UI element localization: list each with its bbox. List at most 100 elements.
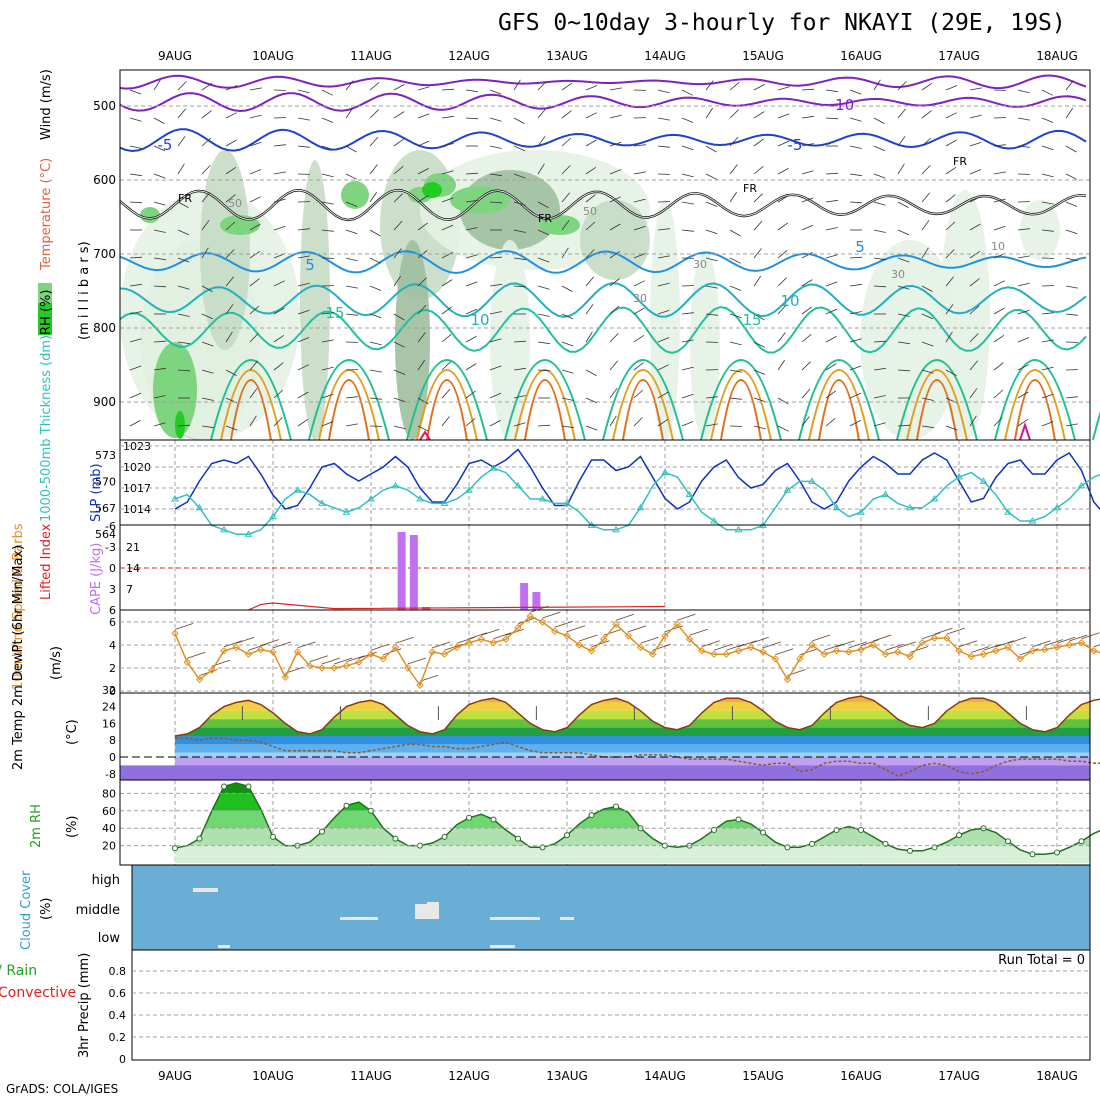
lifted-tick-label: 0: [109, 562, 116, 575]
contour-label: FR: [538, 212, 552, 225]
rh-tick-label: 20: [102, 840, 116, 853]
rh-marker: [565, 833, 570, 838]
surface-wind-barb: [579, 635, 597, 641]
temp-contour-dome: [1093, 360, 1100, 440]
contour-label: 30: [633, 292, 647, 305]
temp-tick-label: 16: [102, 717, 116, 730]
rh-marker: [442, 834, 447, 839]
surface-wind-barb: [996, 641, 1014, 647]
rh-marker: [761, 830, 766, 835]
cape-tick-label: 14: [126, 562, 140, 575]
rh-band: [120, 846, 1090, 863]
contour-label: FR: [178, 192, 192, 205]
contour-label: 5: [855, 238, 865, 256]
cloud-unit-label: (%): [39, 898, 54, 921]
date-label-bottom: 13AUG: [546, 1069, 588, 1083]
surface-wind-barb: [543, 612, 561, 618]
cloud-cover-bar: [193, 888, 218, 892]
rh-marker: [908, 848, 913, 853]
surface-wind-barb: [567, 626, 585, 632]
wind-tick-label: 6: [109, 616, 116, 629]
rh-marker: [957, 833, 962, 838]
surface-wind-barb: [751, 637, 769, 643]
surface-wind-barb: [224, 641, 242, 647]
surface-wind-barb: [236, 637, 254, 643]
cloud-cover-bar: [560, 917, 574, 920]
surface-wind-barb: [641, 637, 659, 643]
cloud-axis-label: Cloud Cover: [19, 870, 34, 950]
date-label-bottom: 11AUG: [350, 1069, 392, 1083]
temp-tick-label: 24: [102, 701, 116, 714]
lifted-tick-label: -3: [105, 541, 116, 554]
cloud-tick-label: middle: [76, 903, 120, 918]
surface-wind-barb: [959, 641, 977, 647]
lifted-index-line: [249, 603, 666, 610]
pressure-tick-label: 800: [93, 321, 116, 335]
cloud-cover-bar: [490, 945, 515, 948]
contour-label: 10: [780, 292, 799, 310]
rh-marker: [736, 817, 741, 822]
surface-wind-barb: [702, 641, 720, 647]
temperature-unit-label: (°C): [65, 719, 80, 745]
pressure-tick-label: 900: [93, 395, 116, 409]
date-label-top: 14AUG: [644, 49, 686, 63]
rh-marker: [173, 846, 178, 851]
surface-wind-barb: [396, 637, 414, 643]
date-label-top: 15AUG: [742, 49, 784, 63]
rh2m-axis-label: 2m RH: [29, 804, 44, 848]
surface-wind-barb: [1094, 641, 1100, 647]
cloud-cover-bar: [490, 917, 540, 920]
wind-tick-label: 4: [109, 639, 116, 652]
contour-label: 15: [325, 304, 344, 322]
surface-wind-barb: [1020, 649, 1038, 655]
surface-wind-barb: [432, 642, 450, 648]
temperature-axis-label: Temperature (°C): [39, 158, 54, 271]
rh-contour-area: [650, 200, 680, 440]
rh-marker: [516, 836, 521, 841]
cloud-tick-label: low: [98, 931, 121, 946]
contour-label: 15: [742, 311, 761, 329]
rh-tick-label: 80: [102, 787, 116, 800]
temperature-axis-label: 2m Temp 2m DewPt (6hr Min/Max): [11, 545, 26, 770]
lifted-tick-label: 3: [109, 583, 116, 596]
date-label-bottom: 9AUG: [158, 1069, 192, 1083]
rh-tick-label: 40: [102, 822, 116, 835]
cape-tick-label: 7: [126, 583, 133, 596]
precip-tick-label: 0.4: [109, 1009, 127, 1022]
precip-tick-label: 0.2: [109, 1031, 127, 1044]
contour-label: -10: [830, 96, 855, 114]
run-total-label: Run Total = 0: [998, 953, 1085, 968]
rh-contour-area: [690, 250, 720, 440]
pressure-axis-label: (m i l l i b a r s): [77, 241, 92, 340]
contour-label: 10: [470, 311, 489, 329]
contour-label: 30: [693, 258, 707, 271]
rh-marker: [589, 813, 594, 818]
temp-band: [120, 702, 1090, 710]
lifted-axis-label: Lifted Index: [39, 523, 54, 600]
lifted-tick-label: -6: [105, 520, 116, 533]
surface-wind-barb: [310, 656, 328, 662]
surface-wind-barb: [812, 635, 830, 641]
rh-marker: [614, 804, 619, 809]
rh-marker: [1055, 850, 1060, 855]
contour-label: 30: [891, 268, 905, 281]
rh-tick-label: 60: [102, 805, 116, 818]
surface-wind-barb: [481, 629, 499, 635]
rh-peak-area: [422, 182, 442, 198]
surface-wind-barb: [628, 626, 646, 632]
rh-marker: [320, 829, 325, 834]
wind-axis-label: Wind (m/s): [39, 69, 54, 140]
rh-axis-label: RH (%): [39, 290, 54, 335]
temp-band: [120, 728, 1090, 736]
surface-wind-barb: [873, 635, 891, 641]
cloud-cover-bar: [427, 902, 439, 919]
date-label-bottom: 10AUG: [252, 1069, 294, 1083]
temp-band: [120, 744, 1090, 752]
thickness-axis-label: 1000-500mb Thickness (dm): [39, 335, 54, 522]
surface-wind-barb: [739, 641, 757, 647]
temp-tick-label: 8: [109, 734, 116, 747]
rh-marker: [197, 836, 202, 841]
contour-label: FR: [743, 182, 757, 195]
